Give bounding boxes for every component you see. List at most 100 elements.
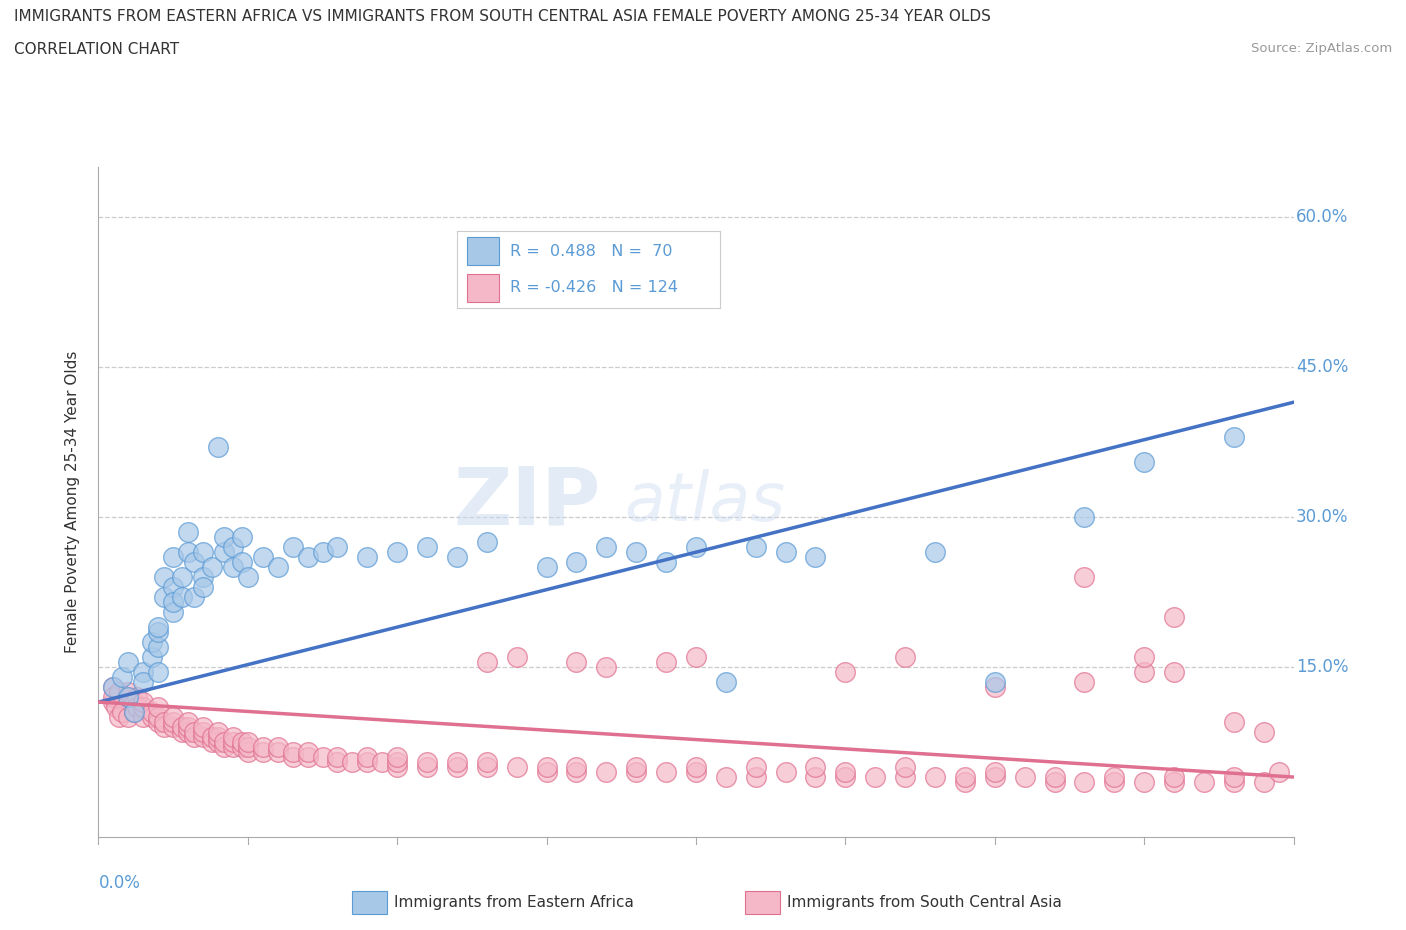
- Point: [201, 730, 224, 745]
- Point: [207, 730, 229, 745]
- Point: [446, 760, 468, 775]
- Point: [311, 750, 333, 764]
- Point: [191, 545, 214, 560]
- Point: [326, 750, 349, 764]
- Text: atlas: atlas: [624, 470, 786, 535]
- Point: [231, 735, 253, 750]
- Text: Source: ZipAtlas.com: Source: ZipAtlas.com: [1251, 42, 1392, 55]
- Point: [775, 545, 797, 560]
- Point: [162, 714, 184, 729]
- Point: [148, 710, 170, 724]
- Point: [117, 690, 139, 705]
- Point: [416, 760, 439, 775]
- Point: [1073, 510, 1095, 525]
- Point: [1043, 770, 1066, 785]
- Point: [132, 674, 155, 689]
- Point: [385, 750, 409, 764]
- Point: [148, 625, 170, 640]
- Point: [385, 545, 409, 560]
- Point: [1163, 775, 1185, 790]
- Point: [103, 695, 125, 710]
- Text: ZIP: ZIP: [453, 463, 600, 541]
- Point: [124, 705, 146, 720]
- Point: [124, 695, 146, 710]
- Point: [231, 739, 253, 754]
- Point: [177, 525, 200, 539]
- Point: [1133, 650, 1156, 665]
- Point: [103, 680, 125, 695]
- Point: [685, 760, 707, 775]
- Point: [172, 590, 194, 604]
- Point: [191, 579, 214, 594]
- Point: [191, 720, 214, 735]
- Point: [536, 764, 558, 779]
- Point: [924, 770, 946, 785]
- Point: [132, 665, 155, 680]
- Point: [148, 714, 170, 729]
- Point: [162, 720, 184, 735]
- Point: [148, 699, 170, 714]
- Point: [297, 550, 319, 565]
- Point: [132, 699, 155, 714]
- Point: [132, 710, 155, 724]
- Point: [416, 754, 439, 769]
- Point: [834, 770, 856, 785]
- Point: [624, 764, 647, 779]
- Point: [105, 699, 128, 714]
- Point: [212, 739, 235, 754]
- Point: [326, 754, 349, 769]
- Point: [834, 764, 856, 779]
- Point: [236, 745, 259, 760]
- Point: [1223, 770, 1246, 785]
- Point: [222, 560, 245, 575]
- Point: [177, 545, 200, 560]
- Point: [153, 590, 176, 604]
- Point: [894, 760, 917, 775]
- Point: [1223, 714, 1246, 729]
- Point: [103, 690, 125, 705]
- Point: [222, 539, 245, 554]
- Point: [222, 739, 245, 754]
- Point: [117, 710, 139, 724]
- Point: [834, 665, 856, 680]
- Point: [162, 710, 184, 724]
- Point: [624, 760, 647, 775]
- Point: [111, 705, 134, 720]
- Point: [297, 750, 319, 764]
- Point: [141, 634, 163, 649]
- Text: IMMIGRANTS FROM EASTERN AFRICA VS IMMIGRANTS FROM SOUTH CENTRAL ASIA FEMALE POVE: IMMIGRANTS FROM EASTERN AFRICA VS IMMIGR…: [14, 9, 991, 24]
- Point: [267, 560, 290, 575]
- Point: [446, 754, 468, 769]
- Point: [212, 735, 235, 750]
- Point: [132, 695, 155, 710]
- Point: [624, 545, 647, 560]
- Point: [1073, 570, 1095, 585]
- Point: [124, 705, 146, 720]
- Point: [222, 730, 245, 745]
- Point: [177, 720, 200, 735]
- Point: [177, 724, 200, 739]
- Point: [655, 554, 678, 569]
- Point: [148, 619, 170, 634]
- Point: [1163, 665, 1185, 680]
- Text: R = -0.426   N = 124: R = -0.426 N = 124: [509, 281, 678, 296]
- Point: [1267, 764, 1289, 779]
- Point: [191, 730, 214, 745]
- Point: [281, 745, 304, 760]
- Y-axis label: Female Poverty Among 25-34 Year Olds: Female Poverty Among 25-34 Year Olds: [65, 351, 80, 654]
- Point: [1133, 665, 1156, 680]
- Point: [506, 760, 529, 775]
- Point: [865, 770, 887, 785]
- Point: [236, 735, 259, 750]
- Point: [714, 674, 737, 689]
- Text: 15.0%: 15.0%: [1296, 658, 1348, 676]
- Point: [177, 714, 200, 729]
- Point: [983, 764, 1005, 779]
- Point: [267, 745, 290, 760]
- Point: [685, 650, 707, 665]
- Point: [565, 655, 588, 670]
- Point: [1073, 674, 1095, 689]
- Point: [983, 674, 1005, 689]
- Point: [297, 745, 319, 760]
- Point: [595, 539, 617, 554]
